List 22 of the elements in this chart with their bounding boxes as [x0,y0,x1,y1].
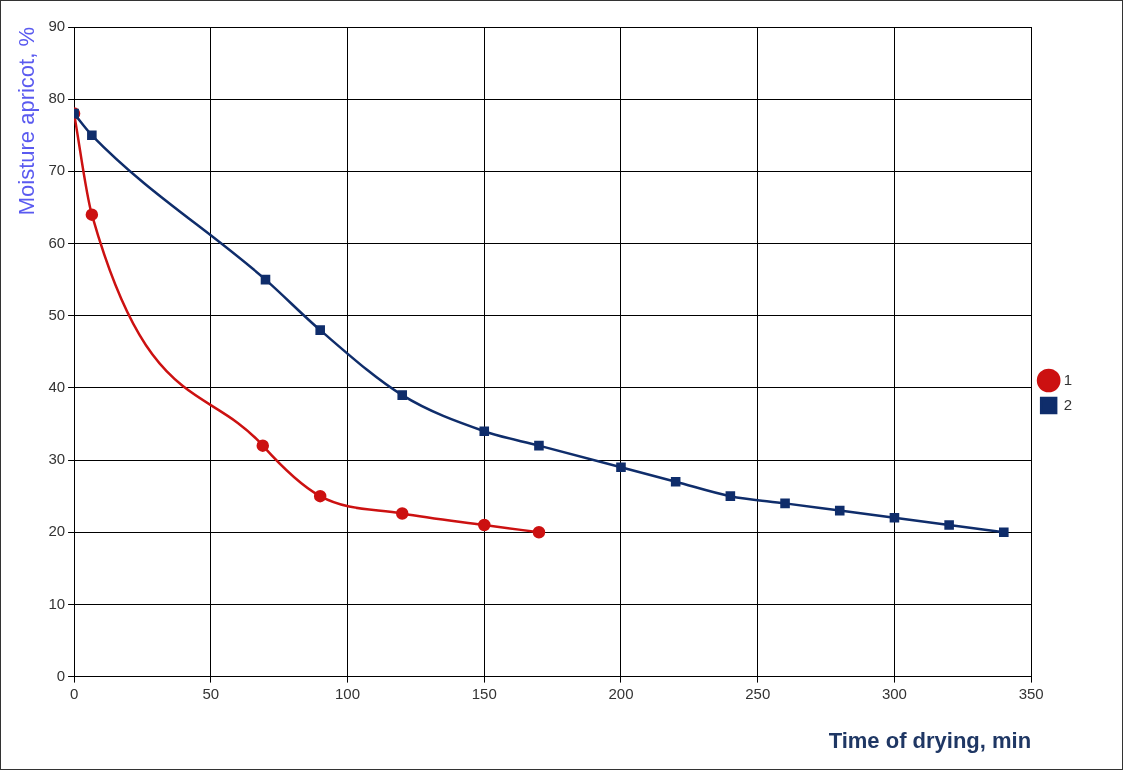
y-tick-label: 60 [48,233,66,251]
y-tick-label: 90 [48,17,66,35]
x-tick-label: 350 [1018,684,1044,702]
x-tick-label: 250 [745,684,771,702]
y-axis-title: Moisture apricot, % [14,27,40,216]
legend-label: 1 [1063,370,1072,388]
x-tick-label: 0 [69,684,79,702]
y-tick-label: 70 [48,161,66,179]
x-tick-label: 200 [608,684,634,702]
y-tick-label: 40 [48,378,66,396]
x-tick-label: 50 [202,684,220,702]
y-tick-label: 30 [48,450,66,468]
y-tick-label: 0 [56,666,66,684]
legend-label: 2 [1063,395,1072,413]
x-tick-label: 100 [335,684,361,702]
y-tick-label: 10 [48,594,66,612]
y-tick-label: 80 [48,89,66,107]
y-tick-label: 50 [48,305,66,323]
x-axis-title: Time of drying, min [828,727,1032,753]
x-tick-label: 300 [881,684,907,702]
x-tick-label: 150 [471,684,497,702]
y-tick-label: 20 [48,522,66,540]
